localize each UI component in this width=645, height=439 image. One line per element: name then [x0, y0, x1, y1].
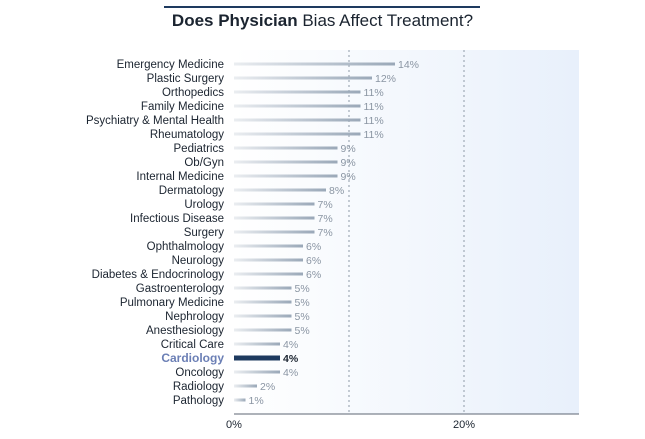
bar	[234, 118, 361, 122]
data-label: 11%	[364, 129, 384, 141]
category-label: Dermatology	[159, 185, 224, 197]
bar	[234, 342, 280, 346]
data-label: 5%	[295, 283, 310, 295]
category-label: Cardiology	[161, 351, 224, 365]
bar	[234, 202, 315, 206]
data-label: 11%	[364, 87, 384, 99]
category-label: Rheumatology	[150, 129, 224, 141]
category-label: Pediatrics	[174, 143, 225, 155]
data-label: 5%	[295, 311, 310, 323]
category-label: Infectious Disease	[130, 213, 224, 225]
bar	[234, 230, 315, 234]
bar	[234, 104, 361, 108]
bar	[234, 258, 303, 262]
bar	[234, 76, 372, 80]
bar	[234, 370, 280, 374]
data-label: 9%	[341, 143, 356, 155]
bar	[234, 188, 326, 192]
data-label: 4%	[283, 339, 298, 351]
data-label: 4%	[283, 367, 298, 379]
bar	[234, 146, 338, 150]
chart-title-bold: Does Physician	[171, 11, 298, 30]
bar	[234, 398, 246, 402]
data-label: 9%	[341, 171, 356, 183]
data-label: 11%	[364, 115, 384, 127]
data-label: 7%	[318, 199, 333, 211]
category-label: Pathology	[173, 395, 224, 407]
data-label: 5%	[295, 325, 310, 337]
category-label: Emergency Medicine	[117, 59, 224, 71]
data-label: 4%	[283, 353, 299, 365]
data-label: 8%	[329, 185, 344, 197]
data-label: 1%	[249, 395, 264, 407]
data-label: 6%	[306, 269, 321, 281]
bar	[234, 216, 315, 220]
bar	[234, 272, 303, 276]
category-label: Radiology	[173, 381, 224, 393]
bar	[234, 286, 292, 290]
bar	[234, 384, 257, 388]
bar	[234, 90, 361, 94]
data-label: 12%	[375, 73, 396, 85]
category-label: Neurology	[172, 255, 225, 267]
bar	[234, 244, 303, 248]
category-label: Internal Medicine	[136, 171, 224, 183]
category-label: Family Medicine	[141, 101, 224, 113]
category-label: Pulmonary Medicine	[120, 297, 224, 309]
data-label: 11%	[364, 101, 384, 113]
bar	[234, 174, 338, 178]
data-label: 2%	[260, 381, 275, 393]
chart-title-block: Does Physician Bias Affect Treatment?	[0, 0, 645, 40]
data-label: 6%	[306, 241, 321, 253]
category-label: Ob/Gyn	[184, 157, 224, 169]
bar	[234, 328, 292, 332]
category-label: Diabetes & Endocrinology	[92, 269, 225, 281]
bar	[234, 300, 292, 304]
category-label: Oncology	[175, 367, 224, 379]
chart-title: Does Physician Bias Affect Treatment?	[0, 11, 645, 31]
category-label: Plastic Surgery	[147, 73, 225, 85]
data-label: 14%	[398, 59, 419, 71]
x-tick-label: 20%	[453, 419, 475, 431]
title-rule	[164, 6, 480, 8]
data-label: 6%	[306, 255, 321, 267]
category-label: Critical Care	[161, 339, 224, 351]
chart-title-rest: Bias Affect Treatment?	[302, 11, 474, 30]
bar	[234, 355, 280, 361]
category-label: Urology	[184, 199, 224, 211]
category-label: Anesthesiology	[146, 325, 224, 337]
bar	[234, 314, 292, 318]
data-label: 5%	[295, 297, 310, 309]
category-label: Psychiatry & Mental Health	[86, 115, 224, 127]
data-label: 7%	[318, 227, 333, 239]
bar	[234, 132, 361, 136]
category-label: Nephrology	[165, 311, 224, 323]
x-tick-label: 0%	[226, 419, 242, 431]
category-label: Ophthalmology	[147, 241, 225, 253]
category-label: Orthopedics	[162, 87, 224, 99]
category-label: Surgery	[184, 227, 225, 239]
bar	[234, 62, 395, 66]
bar	[234, 160, 338, 164]
data-label: 7%	[318, 213, 333, 225]
category-label: Gastroenterology	[136, 283, 224, 295]
data-label: 9%	[341, 157, 356, 169]
